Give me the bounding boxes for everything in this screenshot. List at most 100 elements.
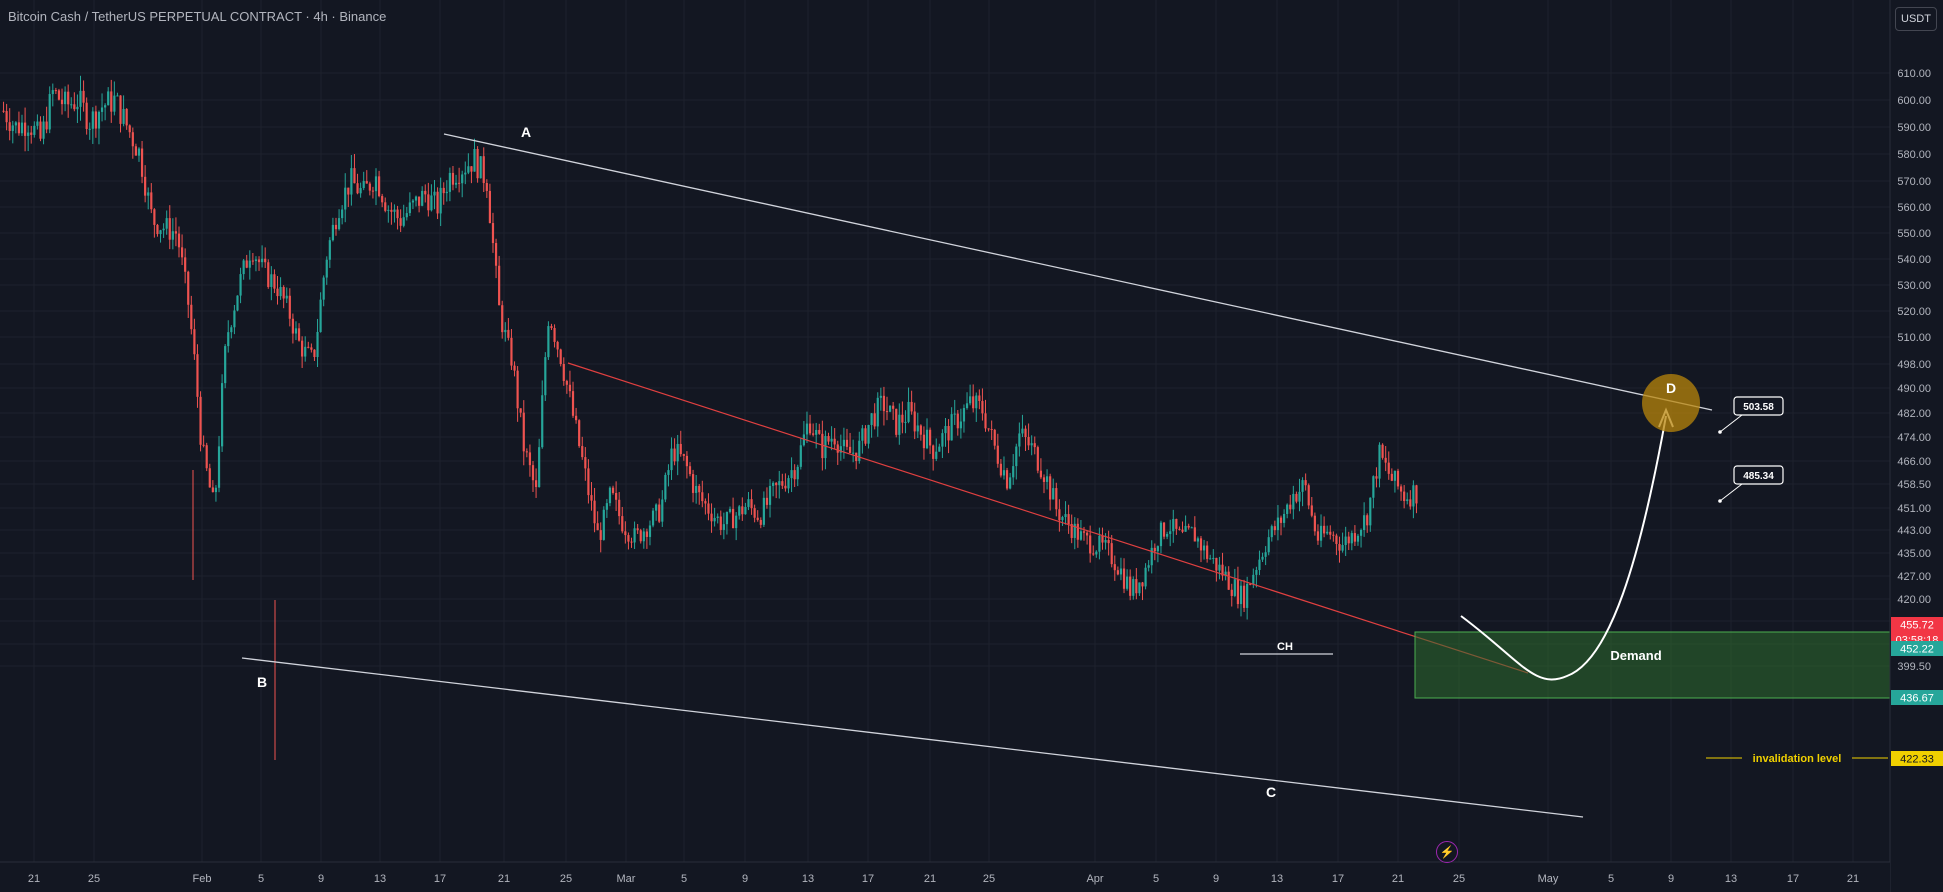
candle xyxy=(624,521,627,544)
candle-body xyxy=(805,423,809,435)
candle-body xyxy=(313,349,316,358)
candle xyxy=(353,154,356,184)
candle xyxy=(424,184,427,203)
candle xyxy=(374,168,378,206)
candle-body xyxy=(187,271,190,305)
candle-body xyxy=(1227,571,1230,590)
candle-body xyxy=(1190,527,1193,529)
candle-body xyxy=(470,166,473,172)
candle-body xyxy=(1116,570,1119,575)
candle xyxy=(94,105,97,138)
candle xyxy=(458,167,461,193)
candle-body xyxy=(553,328,556,342)
candle-body xyxy=(510,337,513,366)
candle xyxy=(658,498,661,524)
candle-body xyxy=(1335,535,1338,545)
target-callout[interactable]: 503.58 xyxy=(1718,396,1784,434)
candle-body xyxy=(861,428,864,441)
candle-body xyxy=(1009,477,1012,489)
candle xyxy=(1113,555,1116,581)
candle-body xyxy=(1141,582,1144,587)
candle-body xyxy=(1104,539,1107,543)
candle xyxy=(381,193,384,208)
candle-body xyxy=(125,108,128,126)
candle xyxy=(153,208,156,238)
candle-body xyxy=(418,196,421,206)
x-tick-label: 25 xyxy=(1453,873,1465,885)
candle-body xyxy=(276,288,279,297)
candle-body xyxy=(1273,526,1276,531)
candle xyxy=(639,528,642,544)
candle xyxy=(1310,497,1313,518)
candle xyxy=(51,83,54,107)
lightning-icon[interactable]: ⚡ xyxy=(1436,841,1458,863)
candle xyxy=(713,507,716,527)
candle-body xyxy=(1138,582,1141,594)
target-callout[interactable]: 485.34 xyxy=(1718,465,1784,503)
candle-body xyxy=(45,121,48,130)
callout-box xyxy=(1733,465,1784,485)
candle xyxy=(879,387,882,411)
candle xyxy=(125,108,128,130)
candle xyxy=(414,195,418,207)
candle-body xyxy=(131,132,134,147)
x-tick-label: 9 xyxy=(318,873,324,885)
candle-body xyxy=(962,408,966,422)
y-tick-label: 490.00 xyxy=(1897,383,1931,395)
candle xyxy=(1055,482,1058,517)
candle-body xyxy=(531,465,535,481)
candle xyxy=(858,431,861,464)
candle-body xyxy=(51,90,54,95)
candle xyxy=(356,173,359,195)
candle xyxy=(439,177,442,227)
candle-body xyxy=(941,433,944,447)
candle xyxy=(827,432,830,445)
candle-body xyxy=(781,481,784,486)
candle-body xyxy=(1030,443,1033,446)
candle xyxy=(1012,454,1015,485)
candle-body xyxy=(1384,457,1387,463)
candle-body xyxy=(870,413,873,425)
candle-body xyxy=(73,104,76,110)
candle-body xyxy=(5,111,8,123)
candle-body xyxy=(205,445,208,469)
candle xyxy=(1107,530,1110,556)
candle xyxy=(1218,556,1221,580)
candle-body xyxy=(439,187,442,214)
x-tick-label: 9 xyxy=(1668,873,1674,885)
currency-button[interactable]: USDT xyxy=(1895,7,1937,31)
candle xyxy=(824,430,827,470)
candle-body xyxy=(1356,535,1360,542)
candle-body xyxy=(1166,533,1169,537)
candle-body xyxy=(1202,545,1206,551)
candle-body xyxy=(830,438,833,442)
candle xyxy=(1326,525,1329,535)
candle xyxy=(187,270,190,318)
candle-body xyxy=(901,414,904,423)
candle xyxy=(1347,531,1350,551)
time-axis[interactable]: 21 25 Feb 5 9 13 17 21 25 Mar 5 9 13 17 21 25 Apr 5 9 13 17 2… xyxy=(0,861,1890,892)
candle-body xyxy=(682,454,685,456)
candle xyxy=(282,285,285,309)
candle-body xyxy=(704,501,707,504)
candle xyxy=(725,511,729,535)
price-axis[interactable]: 610.00 600.00 590.00 580.00 570.00 560.00 550.… xyxy=(1889,0,1943,892)
candle-body xyxy=(528,452,532,466)
candle xyxy=(793,464,796,488)
candle xyxy=(1126,569,1129,591)
candle xyxy=(1301,477,1304,507)
candle xyxy=(1353,525,1356,546)
candle xyxy=(1150,540,1153,574)
candle-body xyxy=(433,191,436,196)
candle-body xyxy=(888,405,892,412)
candle-body xyxy=(1119,568,1123,575)
candle-body xyxy=(1236,579,1240,605)
candle-body xyxy=(1129,576,1132,596)
candle xyxy=(1356,533,1360,546)
symbol-title[interactable]: Bitcoin Cash / TetherUS PERPETUAL CONTRA… xyxy=(8,9,387,24)
candle xyxy=(310,343,313,353)
candle xyxy=(1175,518,1178,535)
candle xyxy=(1009,472,1012,490)
